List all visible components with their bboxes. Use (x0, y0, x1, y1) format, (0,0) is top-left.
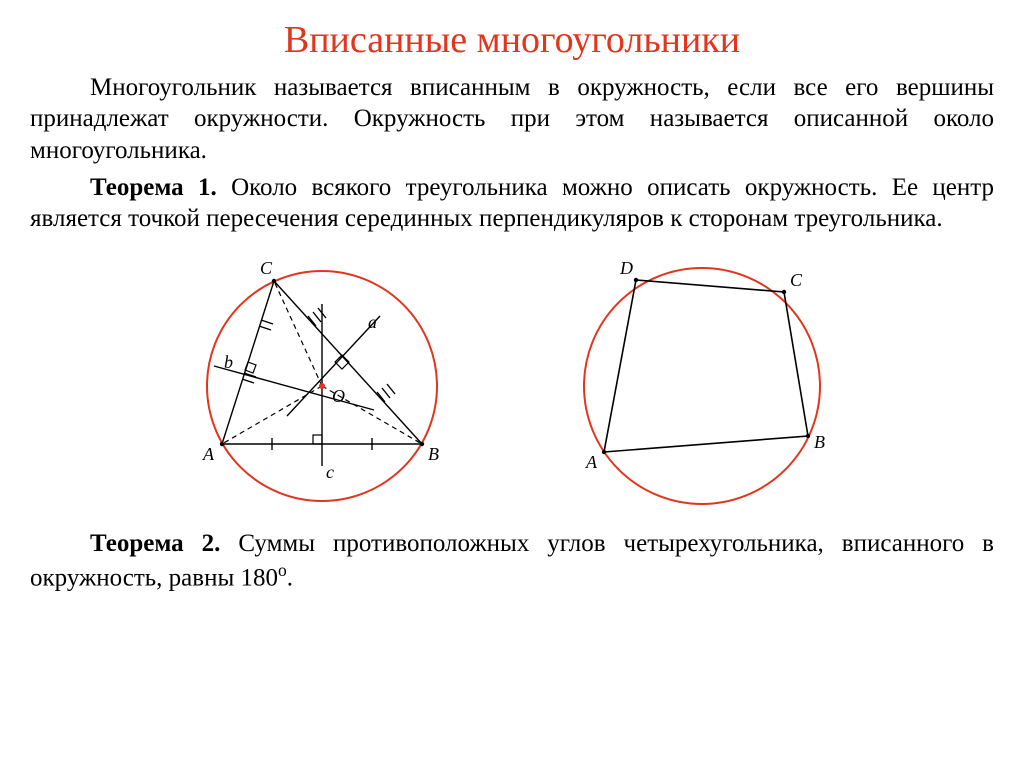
point-B (420, 442, 424, 446)
circumscribed-circle-2 (584, 268, 820, 504)
slide-page: Вписанные многоугольники Многоугольник н… (0, 0, 1024, 609)
diagram-triangle-svg: A B C O a b c (182, 246, 462, 516)
tick-AC-2a (259, 326, 271, 330)
point-B2 (806, 434, 810, 438)
tick-BC-2b (382, 388, 390, 398)
tick-AC-1a (242, 379, 254, 383)
perp-bisector-b (214, 366, 374, 410)
label-B: B (428, 444, 439, 464)
label-a: a (368, 312, 377, 332)
label-C2: C (790, 270, 803, 290)
diagram-triangle: A B C O a b c (182, 246, 462, 516)
paragraph-theorem1: Теорема 1. Около всякого треугольника мо… (30, 172, 994, 235)
tick-BC-2c (387, 384, 395, 394)
point-C2 (782, 290, 786, 294)
right-angle-c (313, 435, 322, 444)
tick-BC-2a (377, 392, 385, 402)
point-C (272, 279, 276, 283)
label-b: b (224, 352, 233, 372)
label-A2: A (585, 452, 598, 472)
quadrilateral-ABCD (604, 280, 808, 452)
label-B2: B (814, 432, 825, 452)
theorem2-tail: . (287, 564, 293, 591)
paragraph-intro: Многоугольник называется вписанным в окр… (30, 72, 994, 166)
label-O: O (332, 386, 345, 406)
label-C: C (260, 258, 273, 278)
theorem2-label: Теорема 2. (90, 530, 220, 557)
theorem1-label: Теорема 1. (90, 174, 217, 201)
label-c: c (326, 462, 334, 482)
point-A (220, 442, 224, 446)
label-D2: D (619, 258, 633, 278)
tick-BC-1b (313, 312, 321, 322)
theorem2-degree: о (278, 560, 287, 580)
tick-BC-1a (308, 316, 316, 326)
point-O (319, 383, 325, 389)
slide-title: Вписанные многоугольники (30, 18, 994, 62)
point-D2 (634, 278, 638, 282)
tick-AC-2b (261, 320, 273, 324)
diagram-row: A B C O a b c A B C D (30, 246, 994, 516)
diagram-quadrilateral-svg: A B C D (562, 246, 842, 516)
label-A: A (202, 444, 215, 464)
radius-OC (274, 281, 322, 386)
paragraph-theorem2: Теорема 2. Суммы противоположных углов ч… (30, 528, 994, 593)
diagram-quadrilateral: A B C D (562, 246, 842, 516)
point-A2 (602, 450, 606, 454)
